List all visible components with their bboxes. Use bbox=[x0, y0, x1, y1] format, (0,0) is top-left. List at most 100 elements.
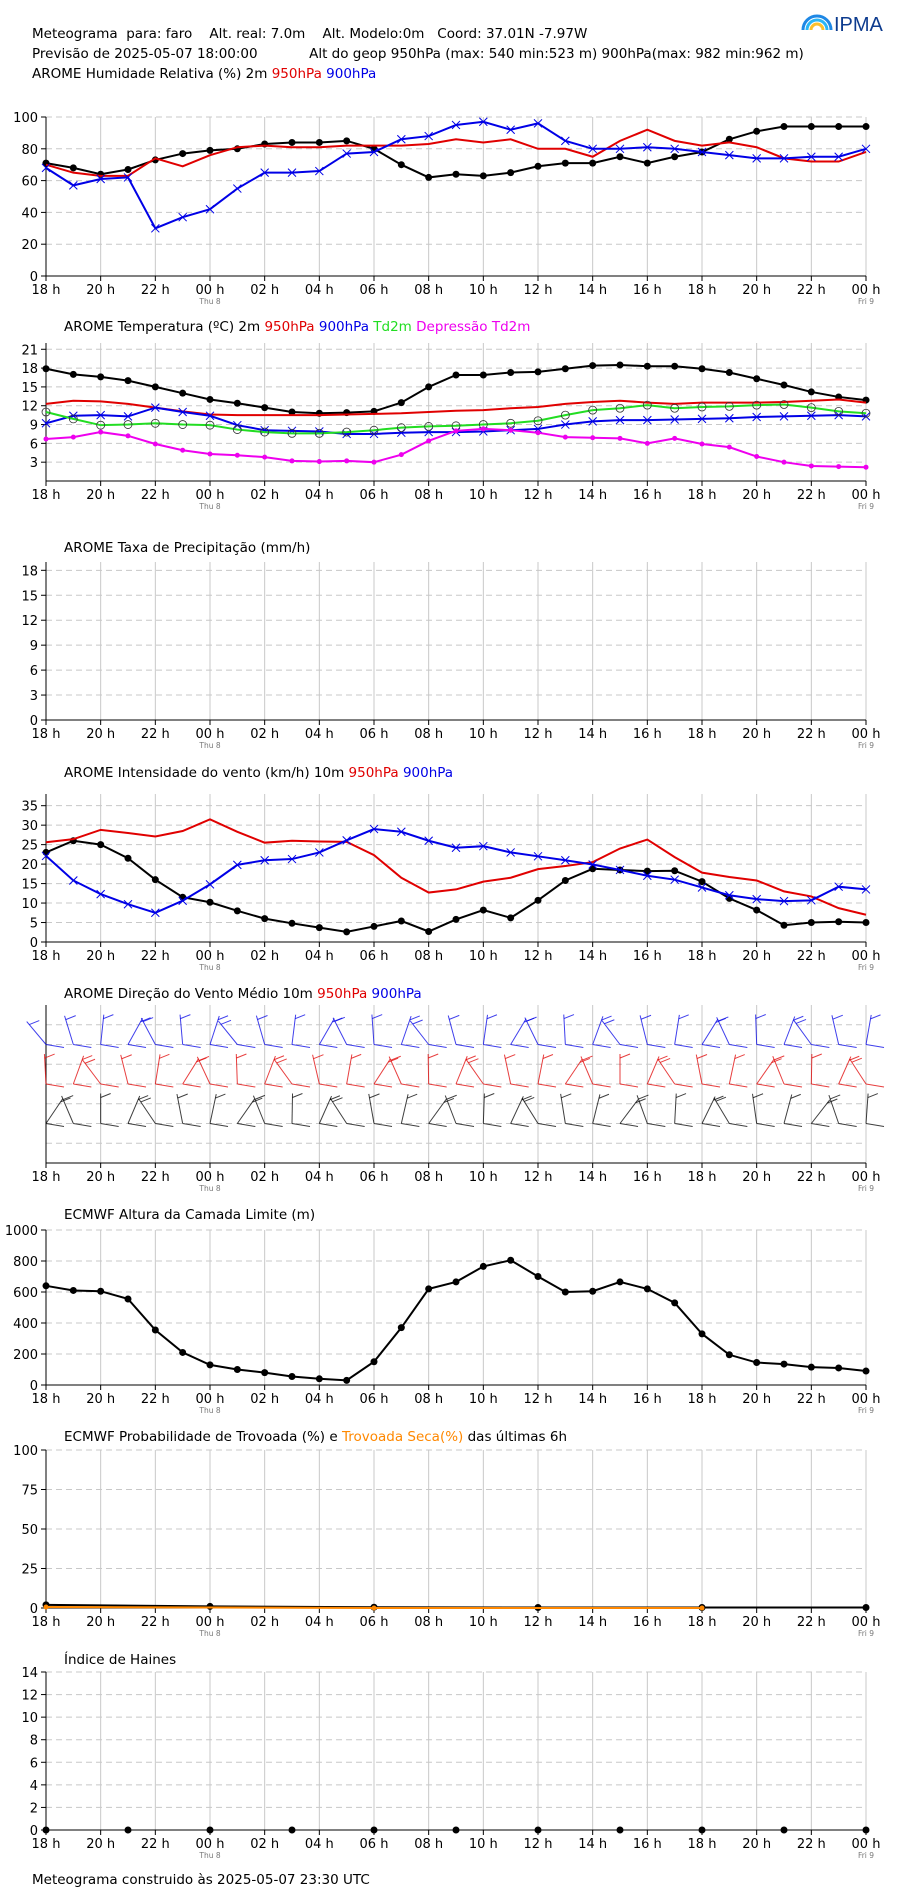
barb-shaft bbox=[646, 1056, 660, 1085]
barb-base bbox=[73, 1123, 92, 1127]
x-tick-label: 16 h bbox=[633, 488, 662, 503]
wind-barb bbox=[100, 1093, 119, 1127]
data-point bbox=[424, 836, 434, 846]
barb-shaft bbox=[332, 1017, 348, 1045]
chart-title-thunderstorm: ECMWF Probabilidade de Trovoada (%) e Tr… bbox=[64, 1429, 567, 1445]
x-tick-label: 22 h bbox=[141, 283, 170, 298]
data-point bbox=[371, 459, 377, 465]
y-tick-label: 50 bbox=[21, 1523, 38, 1538]
barb-flag bbox=[678, 1014, 689, 1020]
x-mark bbox=[670, 415, 680, 424]
data-point bbox=[754, 454, 760, 460]
title-part: das últimas 6h bbox=[468, 1429, 567, 1445]
barb-shaft bbox=[218, 1020, 238, 1045]
data-point bbox=[724, 413, 734, 423]
x-tick-label: 18 h bbox=[688, 727, 717, 742]
x-mark bbox=[779, 412, 789, 421]
data-point bbox=[643, 867, 651, 875]
x-mark bbox=[861, 885, 871, 894]
wind-barb bbox=[388, 1055, 420, 1088]
data-point bbox=[151, 1326, 159, 1334]
data-point bbox=[397, 161, 405, 169]
y-tick-label: 3 bbox=[30, 456, 38, 471]
x-tick-label: 06 h bbox=[360, 488, 389, 503]
x-mark bbox=[806, 895, 816, 905]
x-tick-label: 14 h bbox=[578, 488, 607, 503]
data-point bbox=[343, 1376, 351, 1384]
barb-base bbox=[373, 1044, 393, 1048]
x-mark bbox=[232, 184, 242, 193]
data-point bbox=[124, 165, 132, 173]
data-point bbox=[862, 919, 870, 927]
wind-barb bbox=[312, 1054, 338, 1088]
barb-base bbox=[291, 1123, 311, 1127]
x-tick-label: 12 h bbox=[524, 1837, 553, 1852]
data-point bbox=[206, 395, 214, 403]
data-point bbox=[535, 430, 541, 436]
barb-flag bbox=[350, 1053, 362, 1059]
data-point bbox=[615, 403, 625, 413]
x-tick-label: 20 h bbox=[742, 1170, 771, 1185]
x-tick-label: 20 h bbox=[86, 1615, 115, 1630]
barb-shaft bbox=[291, 1093, 294, 1124]
data-point bbox=[369, 147, 379, 157]
wind-barb bbox=[646, 1055, 668, 1088]
x-mark bbox=[41, 418, 51, 428]
y-tick-label: 12 bbox=[21, 400, 38, 415]
data-point bbox=[672, 435, 678, 441]
barb-base bbox=[455, 1123, 475, 1127]
barb-base bbox=[811, 1083, 830, 1088]
barb-base bbox=[701, 1044, 721, 1048]
data-point bbox=[179, 150, 187, 158]
data-point bbox=[670, 415, 680, 424]
x-tick-label: 16 h bbox=[633, 283, 662, 298]
data-point bbox=[396, 423, 406, 433]
barb-flag bbox=[870, 1014, 881, 1020]
barb-shaft bbox=[592, 1094, 601, 1124]
barb-base bbox=[619, 1123, 639, 1127]
x-tick-label: 00 h bbox=[196, 1170, 225, 1185]
barb-flag bbox=[827, 1098, 838, 1104]
x-mark bbox=[205, 204, 215, 214]
wind-barb bbox=[521, 1096, 557, 1127]
data-point bbox=[479, 906, 487, 914]
data-point bbox=[698, 1826, 706, 1834]
data-point bbox=[452, 371, 460, 379]
x-mark bbox=[451, 843, 461, 853]
wind-barb bbox=[783, 1015, 804, 1048]
logo-text: IPMA bbox=[834, 14, 884, 36]
x-tick-label: 16 h bbox=[633, 1170, 662, 1185]
barb-shaft bbox=[865, 1014, 872, 1045]
data-point bbox=[671, 867, 679, 875]
barb-base bbox=[100, 1123, 119, 1127]
barb-shaft bbox=[639, 1015, 648, 1045]
x-tick-label: 12 h bbox=[524, 727, 553, 742]
y-tick-label: 60 bbox=[21, 175, 38, 190]
y-tick-label: 15 bbox=[21, 589, 38, 604]
wind-barb bbox=[196, 1055, 229, 1088]
wind-barb bbox=[61, 1095, 92, 1127]
barb-flag bbox=[601, 1015, 612, 1021]
data-point bbox=[590, 435, 596, 441]
x-day-label: Fri 9 bbox=[858, 297, 874, 306]
data-point bbox=[261, 1369, 269, 1377]
x-tick-label: 02 h bbox=[250, 1615, 279, 1630]
title-part: 900hPa bbox=[319, 319, 373, 335]
barb-base bbox=[510, 1083, 529, 1088]
chart-humidity: AROME Humidade Relativa (%) 2m 950hPa 90… bbox=[13, 66, 880, 306]
data-point bbox=[780, 1360, 788, 1368]
data-point bbox=[261, 404, 269, 412]
data-point bbox=[232, 860, 242, 870]
data-point bbox=[753, 906, 761, 914]
data-point bbox=[781, 459, 787, 465]
barb-base bbox=[838, 1083, 857, 1088]
data-point bbox=[479, 172, 487, 180]
data-point bbox=[151, 876, 159, 884]
title-part: Índice de Haines bbox=[64, 1651, 176, 1668]
x-tick-label: 00 h bbox=[852, 1392, 881, 1407]
x-tick-label: 14 h bbox=[578, 727, 607, 742]
barb-flag bbox=[428, 1053, 439, 1059]
x-tick-label: 22 h bbox=[141, 1837, 170, 1852]
wind-barb bbox=[318, 1017, 343, 1048]
data-point bbox=[780, 921, 788, 929]
